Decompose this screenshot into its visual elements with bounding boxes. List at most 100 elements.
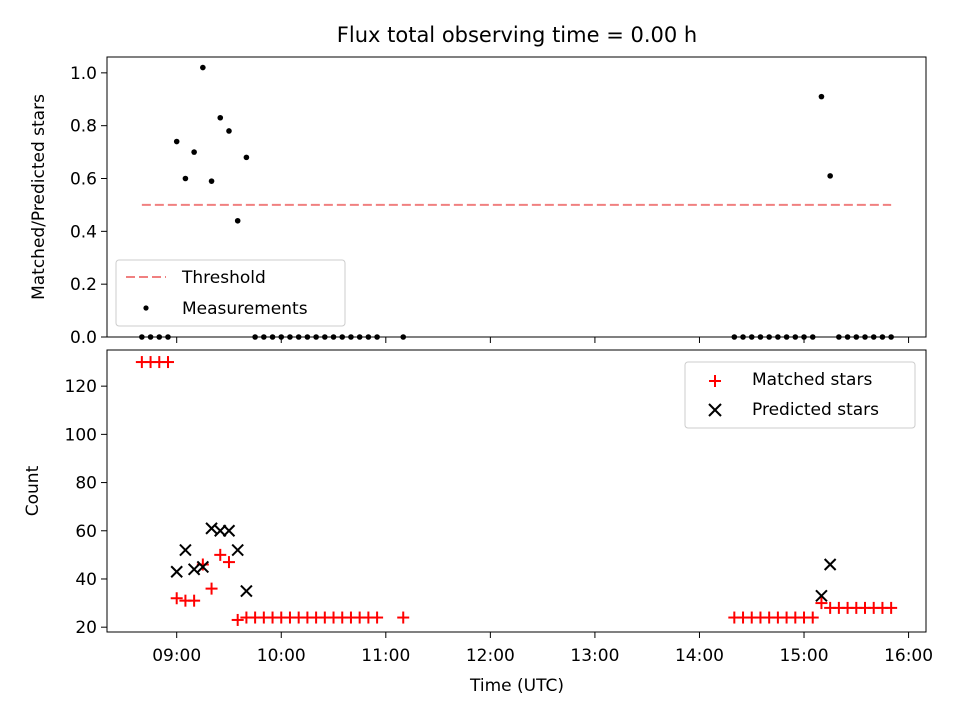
measurement-point [261, 334, 267, 340]
measurement-point [234, 217, 241, 224]
legend-predicted-label: Predicted stars [752, 400, 879, 420]
measurement-point [156, 334, 163, 340]
measurement-point [339, 334, 346, 340]
predicted-star-point [187, 563, 201, 576]
measurement-point [836, 334, 842, 340]
measurement-point [182, 175, 189, 182]
x-stroke-b [823, 558, 837, 571]
measurement-point [731, 334, 738, 340]
measurement-point [757, 334, 764, 340]
y-tick-label: 100 [65, 425, 97, 445]
bottom-y-ticks: 20 40 60 80 100 120 [65, 377, 107, 638]
predicted-star-point [179, 543, 192, 557]
predicted-star-point [231, 543, 244, 557]
measurement-point [313, 334, 319, 340]
measurement-point [844, 334, 851, 340]
measurement-point [165, 334, 171, 340]
predicted-star-point [240, 584, 253, 598]
predicted-star-point [170, 565, 183, 578]
x-tick-label: 16:00 [884, 646, 933, 666]
matched-star-point [885, 601, 898, 614]
matched-star-point [397, 611, 410, 624]
y-tick-label: 40 [75, 570, 97, 590]
x-stroke-b [240, 584, 253, 598]
y-tick-label: 60 [75, 522, 97, 542]
x-tick-label: 10:00 [257, 646, 306, 666]
x-tick-label: 13:00 [570, 646, 619, 666]
predicted-star-point [196, 560, 210, 574]
top-legend-frame [115, 259, 346, 327]
measurement-point [208, 178, 215, 184]
measurement-point [870, 334, 877, 340]
predicted-star-point [205, 522, 218, 535]
measurement-point [330, 334, 337, 340]
y-tick-label: 1.0 [70, 64, 97, 84]
x-stroke-b [170, 565, 183, 578]
chart-title: Flux total observing time = 0.00 h [337, 23, 697, 47]
legend-measurements-swatch [143, 305, 149, 311]
x-stroke-b [231, 543, 244, 557]
measurement-point [748, 334, 755, 340]
matched-star-point [205, 582, 218, 595]
y-tick-label: 0.6 [70, 170, 97, 190]
top-axes: Matched/Predicted stars 0.0 0.2 0.4 0.6 0.8 1… [29, 56, 927, 348]
measurement-point [888, 334, 894, 340]
measurement-point [295, 334, 302, 340]
measurement-point [191, 149, 197, 155]
x-tick-label: 12:00 [466, 646, 515, 666]
measurement-point [139, 334, 145, 340]
measurement-point [775, 334, 781, 340]
matched-star-point [214, 548, 227, 561]
measurement-point [766, 334, 772, 340]
y-tick-label: 80 [75, 474, 97, 494]
measurement-point [200, 64, 206, 71]
measurement-point [243, 154, 250, 161]
x-stroke-b [196, 560, 210, 574]
y-tick-label: 0.4 [70, 222, 97, 242]
matched-star-point [161, 356, 174, 369]
bottom-axes-frame [106, 349, 927, 633]
matched-star-point [371, 611, 384, 624]
measurement-point [827, 173, 833, 179]
y-tick-label: 0.8 [70, 117, 97, 137]
measurement-point [217, 114, 224, 121]
matched-star-point [188, 594, 201, 607]
matched-star-point [170, 592, 183, 605]
bottom-axes: Count Time (UTC) 20 40 60 80 100 120 09:00 10:… [23, 349, 933, 696]
measurement-point [879, 334, 886, 340]
matched-star-point [231, 613, 244, 626]
measurement-point [356, 334, 363, 340]
measurement-point [818, 93, 825, 100]
matched-star-point [806, 611, 819, 624]
bottom-legend-frame [684, 361, 916, 429]
top-marks [139, 64, 894, 340]
x-stroke-b [222, 524, 236, 537]
measurement-point [173, 138, 180, 145]
y-tick-label: 20 [75, 618, 97, 638]
y-tick-label: 0.0 [70, 328, 97, 348]
top-legend: Threshold Measurements [115, 259, 346, 327]
bottom-legend: Matched stars Predicted stars [684, 361, 916, 429]
x-stroke-b [815, 589, 828, 603]
measurement-point [226, 128, 232, 134]
bottom-x-ticks: 09:00 10:00 11:00 12:00 13:00 14:00 15:00 16:00 [152, 632, 933, 666]
measurement-point [269, 334, 276, 340]
y-tick-label: 120 [65, 377, 97, 397]
predicted-star-point [823, 558, 837, 571]
matched-star-point [222, 556, 235, 569]
x-stroke-b [179, 543, 192, 557]
legend-threshold-label: Threshold [181, 268, 266, 288]
x-tick-label: 14:00 [675, 646, 724, 666]
top-y-axis-label: Matched/Predicted stars [29, 94, 49, 300]
measurement-point [801, 334, 807, 340]
y-tick-label: 0.2 [70, 275, 97, 295]
x-stroke-b [205, 522, 218, 535]
bottom-marks [135, 356, 898, 626]
top-axes-frame [106, 56, 927, 338]
x-axis-label: Time (UTC) [469, 676, 564, 696]
measurement-point [287, 334, 293, 340]
measurement-point [348, 334, 354, 340]
measurement-point [147, 334, 154, 340]
legend-matched-swatch [709, 375, 721, 387]
